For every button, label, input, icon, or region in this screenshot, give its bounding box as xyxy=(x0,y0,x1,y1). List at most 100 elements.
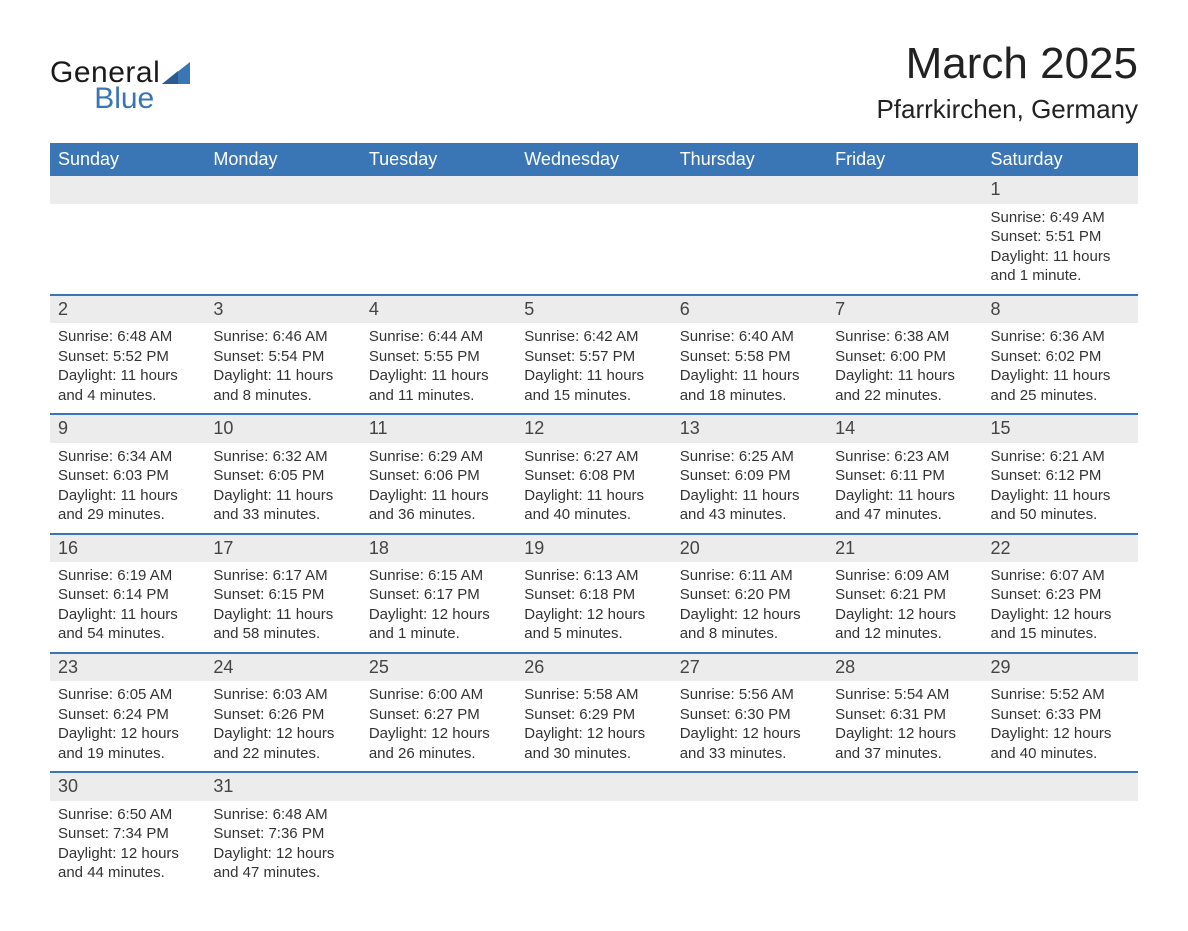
day-details-cell xyxy=(672,204,827,295)
day-details-cell xyxy=(516,204,671,295)
day-number: 1 xyxy=(991,179,1001,199)
sunset-text: Sunset: 6:33 PM xyxy=(991,705,1130,725)
details-row: Sunrise: 6:34 AMSunset: 6:03 PMDaylight:… xyxy=(50,443,1138,534)
day-number: 15 xyxy=(991,418,1011,438)
daylight1-text: Daylight: 12 hours xyxy=(680,605,819,625)
details-row: Sunrise: 6:48 AMSunset: 5:52 PMDaylight:… xyxy=(50,323,1138,414)
daylight2-text: and 19 minutes. xyxy=(58,744,197,764)
daylight2-text: and 26 minutes. xyxy=(369,744,508,764)
daylight2-text: and 4 minutes. xyxy=(58,386,197,406)
day-details-cell: Sunrise: 5:54 AMSunset: 6:31 PMDaylight:… xyxy=(827,681,982,772)
day-number-cell: 25 xyxy=(361,653,516,681)
day-details-cell: Sunrise: 6:34 AMSunset: 6:03 PMDaylight:… xyxy=(50,443,205,534)
day-number-cell: 16 xyxy=(50,534,205,562)
daylight1-text: Daylight: 12 hours xyxy=(58,724,197,744)
daylight2-text: and 47 minutes. xyxy=(213,863,352,883)
day-details-cell: Sunrise: 5:58 AMSunset: 6:29 PMDaylight:… xyxy=(516,681,671,772)
day-number: 20 xyxy=(680,538,700,558)
day-number-cell: 26 xyxy=(516,653,671,681)
daylight1-text: Daylight: 12 hours xyxy=(58,844,197,864)
daylight1-text: Daylight: 11 hours xyxy=(991,366,1130,386)
sunrise-text: Sunrise: 6:07 AM xyxy=(991,566,1130,586)
daylight1-text: Daylight: 11 hours xyxy=(213,366,352,386)
sunset-text: Sunset: 7:36 PM xyxy=(213,824,352,844)
day-details-cell: Sunrise: 6:15 AMSunset: 6:17 PMDaylight:… xyxy=(361,562,516,653)
sunrise-text: Sunrise: 6:15 AM xyxy=(369,566,508,586)
daylight2-text: and 50 minutes. xyxy=(991,505,1130,525)
sunset-text: Sunset: 5:54 PM xyxy=(213,347,352,367)
location: Pfarrkirchen, Germany xyxy=(876,94,1138,125)
daylight1-text: Daylight: 11 hours xyxy=(58,366,197,386)
daylight1-text: Daylight: 12 hours xyxy=(991,724,1130,744)
weekday-header: Tuesday xyxy=(361,143,516,176)
sunset-text: Sunset: 5:52 PM xyxy=(58,347,197,367)
day-number-cell: 1 xyxy=(983,176,1138,203)
day-details-cell xyxy=(361,204,516,295)
day-details-cell xyxy=(361,801,516,891)
sunrise-text: Sunrise: 6:40 AM xyxy=(680,327,819,347)
day-number-cell: 18 xyxy=(361,534,516,562)
daylight2-text: and 11 minutes. xyxy=(369,386,508,406)
daylight2-text: and 30 minutes. xyxy=(524,744,663,764)
daylight1-text: Daylight: 11 hours xyxy=(369,486,508,506)
sunrise-text: Sunrise: 6:09 AM xyxy=(835,566,974,586)
day-details-cell xyxy=(516,801,671,891)
sunrise-text: Sunrise: 6:13 AM xyxy=(524,566,663,586)
day-details-cell: Sunrise: 6:25 AMSunset: 6:09 PMDaylight:… xyxy=(672,443,827,534)
day-number: 29 xyxy=(991,657,1011,677)
day-details-cell: Sunrise: 6:48 AMSunset: 7:36 PMDaylight:… xyxy=(205,801,360,891)
daylight2-text: and 1 minute. xyxy=(991,266,1130,286)
daylight2-text: and 58 minutes. xyxy=(213,624,352,644)
month-title: March 2025 xyxy=(876,40,1138,88)
daylight2-text: and 43 minutes. xyxy=(680,505,819,525)
day-details-cell: Sunrise: 6:36 AMSunset: 6:02 PMDaylight:… xyxy=(983,323,1138,414)
day-number: 14 xyxy=(835,418,855,438)
daylight1-text: Daylight: 11 hours xyxy=(835,486,974,506)
calendar-body: 1Sunrise: 6:49 AMSunset: 5:51 PMDaylight… xyxy=(50,176,1138,890)
day-details-cell: Sunrise: 6:23 AMSunset: 6:11 PMDaylight:… xyxy=(827,443,982,534)
daylight1-text: Daylight: 11 hours xyxy=(524,486,663,506)
daynum-row: 3031 xyxy=(50,772,1138,800)
day-details-cell xyxy=(827,801,982,891)
sunset-text: Sunset: 6:03 PM xyxy=(58,466,197,486)
sunset-text: Sunset: 6:12 PM xyxy=(991,466,1130,486)
daylight1-text: Daylight: 12 hours xyxy=(213,724,352,744)
day-number: 11 xyxy=(369,418,388,438)
day-number: 19 xyxy=(524,538,544,558)
sunrise-text: Sunrise: 6:19 AM xyxy=(58,566,197,586)
day-details-cell: Sunrise: 5:56 AMSunset: 6:30 PMDaylight:… xyxy=(672,681,827,772)
day-number-cell xyxy=(827,176,982,203)
daylight2-text: and 54 minutes. xyxy=(58,624,197,644)
sunset-text: Sunset: 6:30 PM xyxy=(680,705,819,725)
day-number-cell: 9 xyxy=(50,414,205,442)
day-number-cell xyxy=(516,176,671,203)
sunset-text: Sunset: 6:21 PM xyxy=(835,585,974,605)
sunrise-text: Sunrise: 5:58 AM xyxy=(524,685,663,705)
day-details-cell: Sunrise: 6:21 AMSunset: 6:12 PMDaylight:… xyxy=(983,443,1138,534)
sunrise-text: Sunrise: 6:11 AM xyxy=(680,566,819,586)
day-number-cell: 15 xyxy=(983,414,1138,442)
sunrise-text: Sunrise: 6:21 AM xyxy=(991,447,1130,467)
day-number-cell: 4 xyxy=(361,295,516,323)
sunset-text: Sunset: 6:18 PM xyxy=(524,585,663,605)
sunrise-text: Sunrise: 6:25 AM xyxy=(680,447,819,467)
day-number-cell: 11 xyxy=(361,414,516,442)
day-number: 25 xyxy=(369,657,389,677)
day-number-cell: 28 xyxy=(827,653,982,681)
daylight2-text: and 44 minutes. xyxy=(58,863,197,883)
day-details-cell: Sunrise: 5:52 AMSunset: 6:33 PMDaylight:… xyxy=(983,681,1138,772)
sunset-text: Sunset: 6:24 PM xyxy=(58,705,197,725)
sunset-text: Sunset: 7:34 PM xyxy=(58,824,197,844)
daylight1-text: Daylight: 11 hours xyxy=(369,366,508,386)
day-number-cell xyxy=(361,772,516,800)
day-number-cell: 5 xyxy=(516,295,671,323)
details-row: Sunrise: 6:50 AMSunset: 7:34 PMDaylight:… xyxy=(50,801,1138,891)
sunrise-text: Sunrise: 6:03 AM xyxy=(213,685,352,705)
day-details-cell: Sunrise: 6:46 AMSunset: 5:54 PMDaylight:… xyxy=(205,323,360,414)
sunrise-text: Sunrise: 6:05 AM xyxy=(58,685,197,705)
day-details-cell: Sunrise: 6:29 AMSunset: 6:06 PMDaylight:… xyxy=(361,443,516,534)
day-number-cell: 10 xyxy=(205,414,360,442)
day-number: 17 xyxy=(213,538,233,558)
sunrise-text: Sunrise: 6:36 AM xyxy=(991,327,1130,347)
daylight2-text: and 33 minutes. xyxy=(213,505,352,525)
